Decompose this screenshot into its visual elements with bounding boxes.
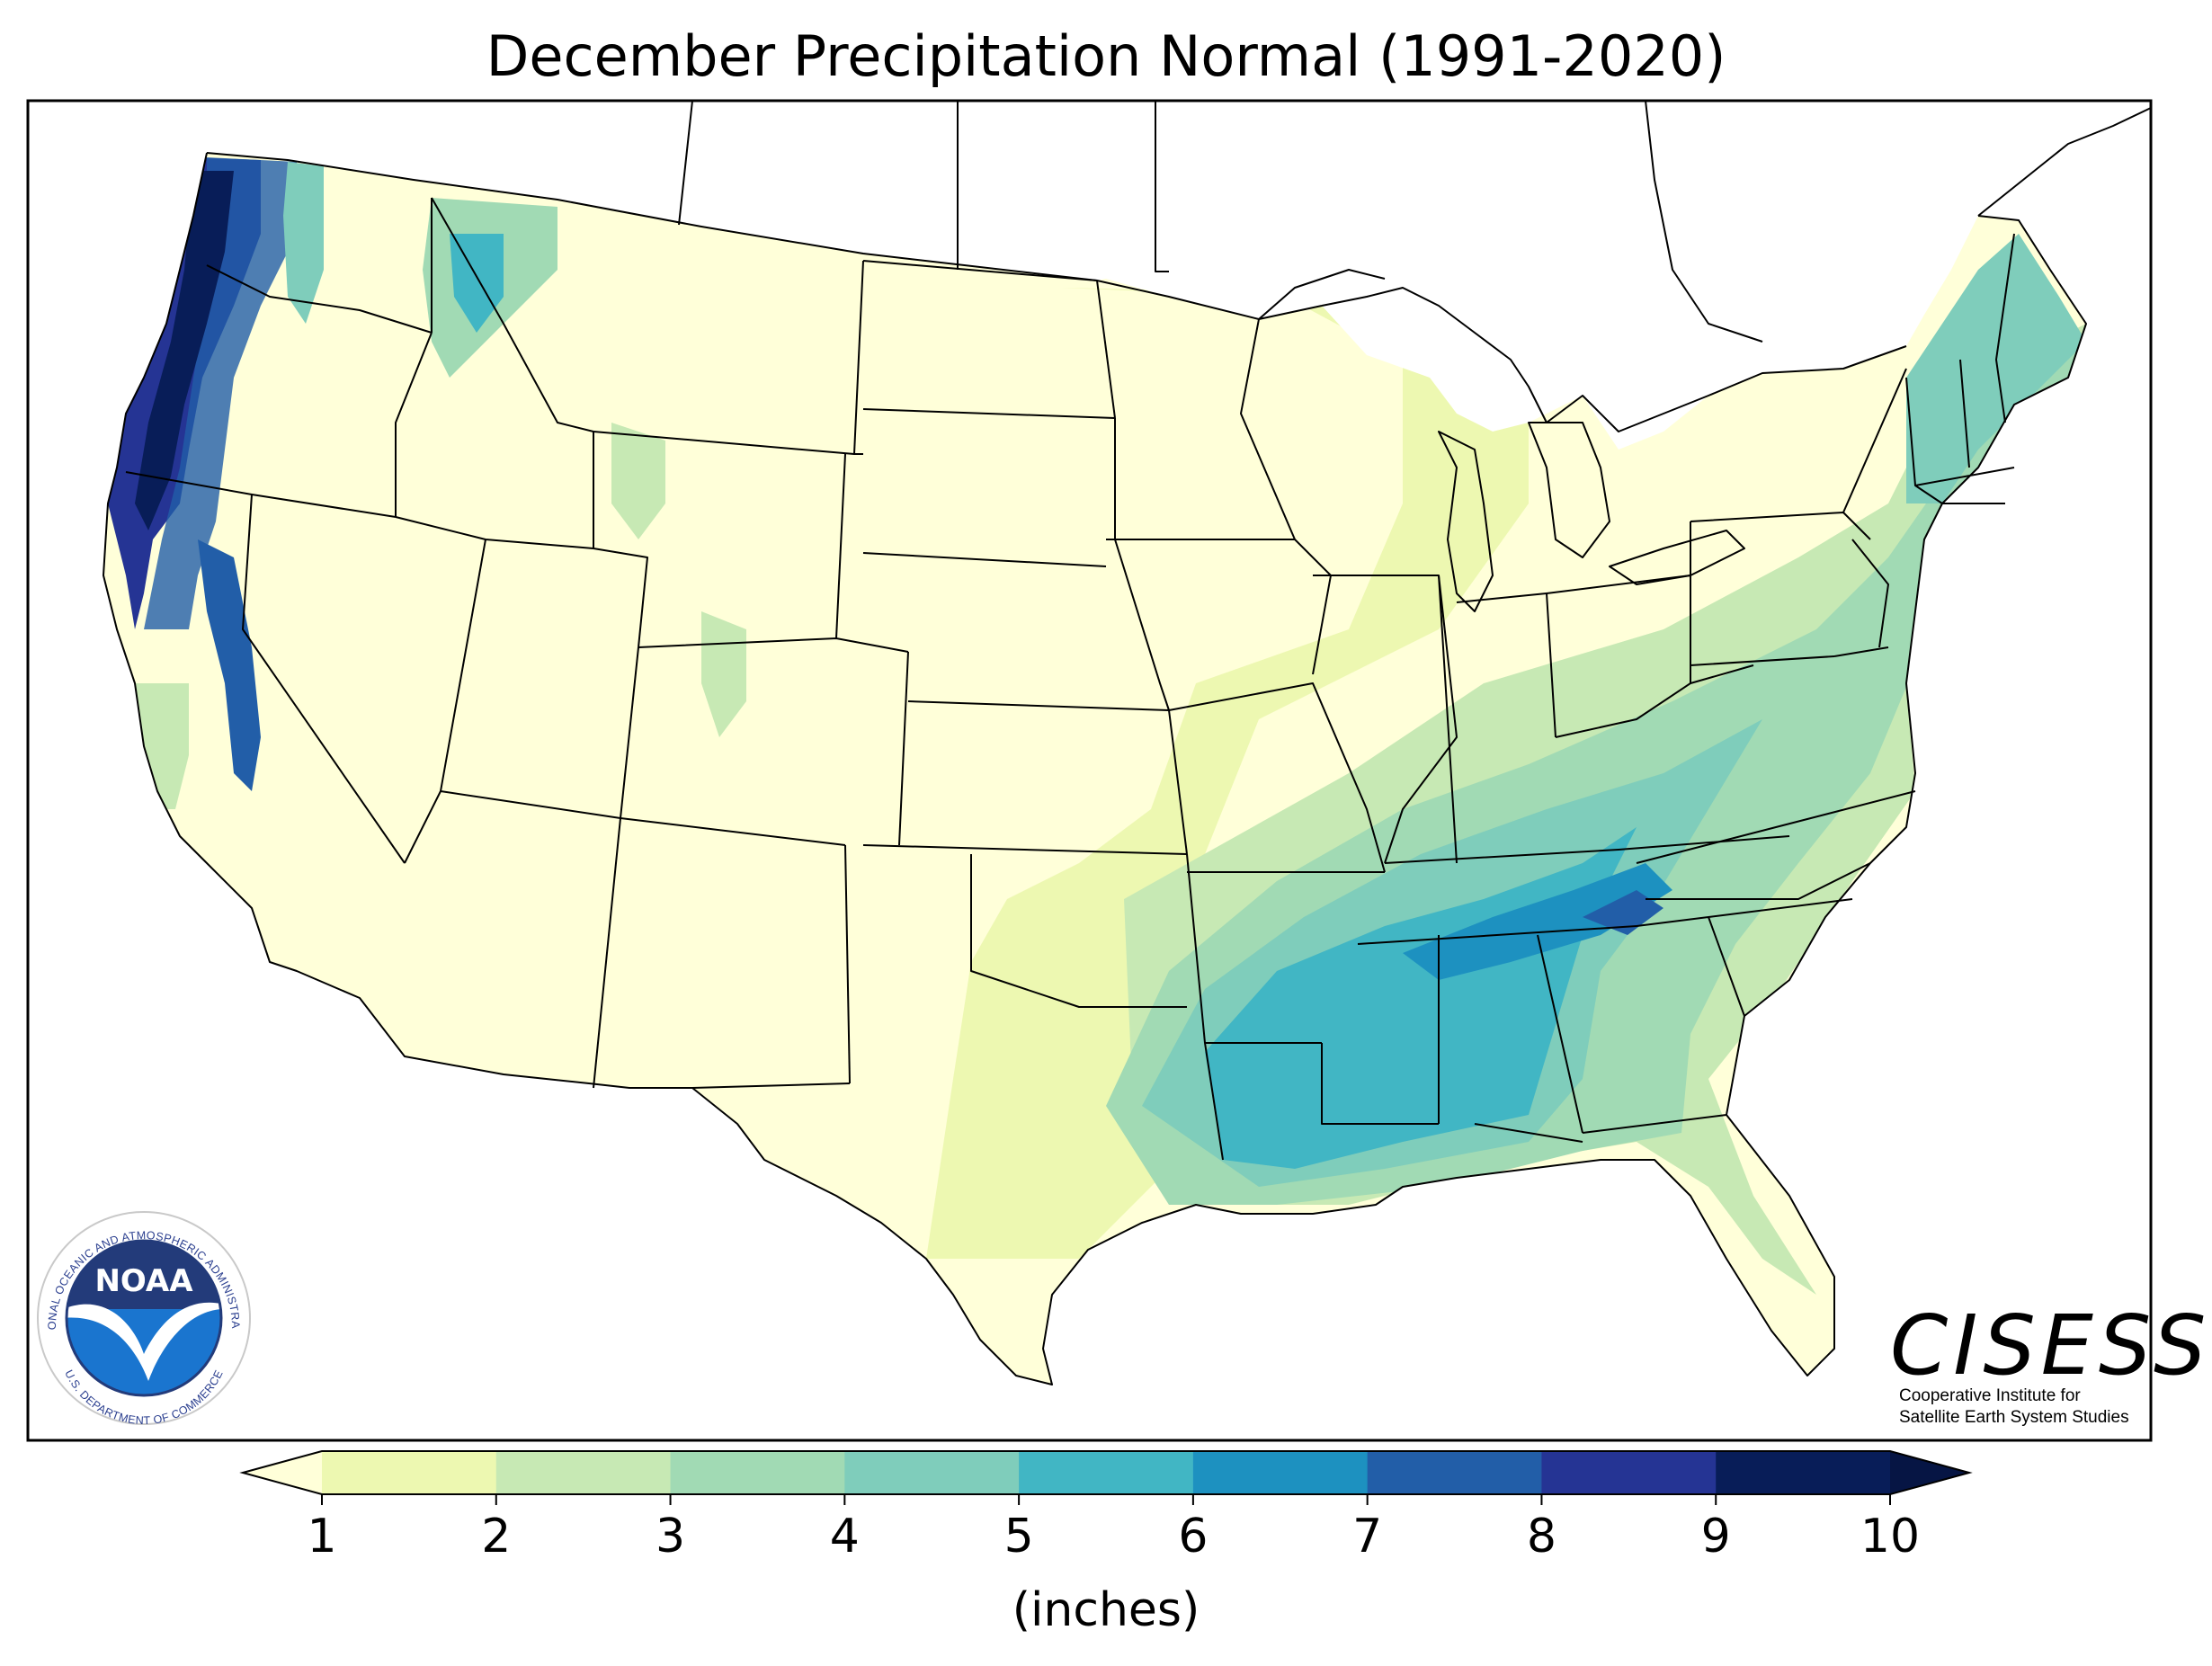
coastline xyxy=(103,100,2152,1385)
colorbar-segment xyxy=(844,1451,1020,1494)
colorbar-segment xyxy=(322,1451,497,1494)
colorbar-tick-label: 1 xyxy=(307,1510,336,1564)
cisess-line2: Satellite Earth System Studies xyxy=(1899,1408,2129,1427)
colorbar-tick-label: 9 xyxy=(1701,1510,1731,1564)
colorbar-extend-high xyxy=(1890,1451,1969,1494)
noaa-logo: NATIONAL OCEANIC AND ATMOSPHERIC ADMINIS… xyxy=(37,1211,251,1427)
colorbar-tick-label: 4 xyxy=(830,1510,860,1564)
colorbar-segment xyxy=(1541,1451,1717,1494)
canada-lines xyxy=(678,100,1169,272)
colorbar-tick-label: 8 xyxy=(1527,1510,1556,1564)
noaa-wordmark: NOAA xyxy=(94,1263,193,1299)
colorbar-segment xyxy=(1367,1451,1542,1494)
colorbar-tick-label: 6 xyxy=(1178,1510,1208,1564)
cisess-name: CISESS xyxy=(1890,1297,2211,1394)
colorbar-extend-low xyxy=(243,1451,322,1494)
colorbar-tick-label: 10 xyxy=(1860,1510,1920,1564)
colorbar xyxy=(239,1450,1973,1495)
colorbar-tick-label: 7 xyxy=(1352,1510,1382,1564)
colorbar-tick-label: 2 xyxy=(481,1510,511,1564)
colorbar-segment xyxy=(670,1451,845,1494)
colorbar-tick-label: 5 xyxy=(1004,1510,1034,1564)
colorbar-segment xyxy=(1192,1451,1369,1494)
map-title: December Precipitation Normal (1991-2020… xyxy=(486,23,1726,89)
colorbar-tick-label: 3 xyxy=(656,1510,685,1564)
colorbar-segment xyxy=(495,1451,672,1494)
state-borders xyxy=(125,197,2015,1161)
cisess-logo: CISESS Cooperative Institute for Satelli… xyxy=(1890,1297,2211,1427)
colorbar-unit-label: (inches) xyxy=(1012,1583,1200,1637)
cisess-line1: Cooperative Institute for xyxy=(1899,1386,2081,1405)
colorbar-segment xyxy=(1019,1451,1194,1494)
colorbar-ticks: 1 2 3 4 5 6 7 8 9 10 xyxy=(307,1494,1920,1564)
colorbar-segment xyxy=(1716,1451,1891,1494)
